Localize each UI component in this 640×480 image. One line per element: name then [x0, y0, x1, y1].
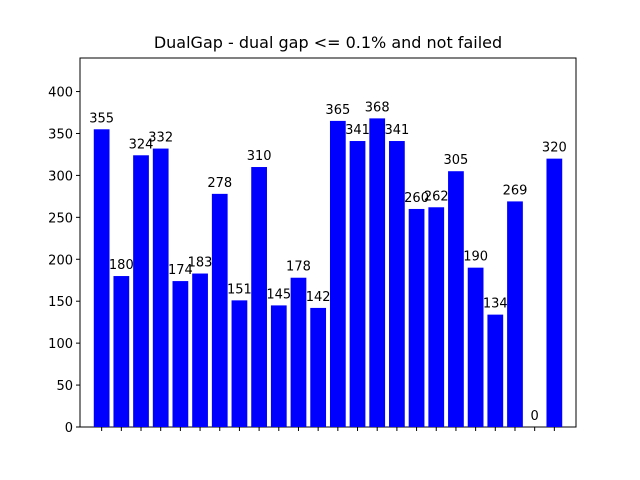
value-label: 368	[365, 100, 390, 115]
bar	[172, 281, 189, 427]
bar	[290, 277, 307, 427]
value-label: 320	[542, 141, 567, 156]
value-label: 310	[247, 149, 272, 164]
value-label: 190	[463, 250, 488, 265]
value-label: 269	[503, 183, 528, 198]
bar	[192, 273, 208, 427]
y-tick-label: 300	[48, 169, 73, 184]
bar	[231, 300, 248, 427]
bar	[428, 207, 445, 427]
bar	[546, 158, 563, 428]
bar	[467, 267, 484, 427]
y-tick-label: 400	[48, 86, 73, 101]
bar	[487, 314, 504, 427]
value-label: 151	[227, 282, 252, 297]
value-label: 324	[129, 137, 154, 152]
y-tick-label: 200	[48, 253, 73, 268]
bar	[369, 118, 386, 427]
bar	[152, 148, 169, 427]
value-label: 183	[188, 256, 213, 271]
bar	[93, 129, 110, 427]
y-tick-label: 50	[56, 379, 73, 394]
value-label: 134	[483, 297, 508, 312]
y-tick-label: 350	[48, 127, 73, 142]
y-tick-label: 100	[48, 337, 73, 352]
bar	[329, 120, 346, 427]
value-label: 260	[404, 191, 429, 206]
value-label: 332	[148, 131, 173, 146]
bar	[251, 167, 267, 428]
y-tick-label: 150	[48, 295, 73, 310]
plot-frame	[79, 57, 577, 428]
value-label: 278	[207, 176, 232, 191]
value-label: 0	[531, 409, 539, 424]
bar	[389, 141, 405, 427]
y-tick-label: 250	[48, 211, 73, 226]
value-label: 178	[286, 260, 311, 275]
value-label: 145	[266, 287, 291, 302]
value-label: 262	[424, 189, 449, 204]
bar	[310, 307, 327, 427]
bar	[349, 141, 366, 427]
bar	[133, 155, 149, 428]
chart-title: DualGap - dual gap <= 0.1% and not faile…	[154, 33, 502, 52]
value-label: 341	[345, 123, 370, 138]
bar	[113, 276, 130, 427]
bar	[211, 193, 228, 427]
bar	[270, 305, 287, 427]
value-label: 355	[89, 111, 114, 126]
value-label: 341	[384, 123, 409, 138]
bar	[507, 201, 523, 427]
value-label: 180	[109, 258, 134, 273]
value-label: 365	[325, 103, 350, 118]
bar	[408, 208, 425, 427]
value-label: 142	[306, 290, 331, 305]
bar	[448, 171, 464, 427]
y-tick-label: 0	[65, 421, 73, 436]
value-label: 305	[444, 153, 469, 168]
value-label: 174	[168, 263, 193, 278]
